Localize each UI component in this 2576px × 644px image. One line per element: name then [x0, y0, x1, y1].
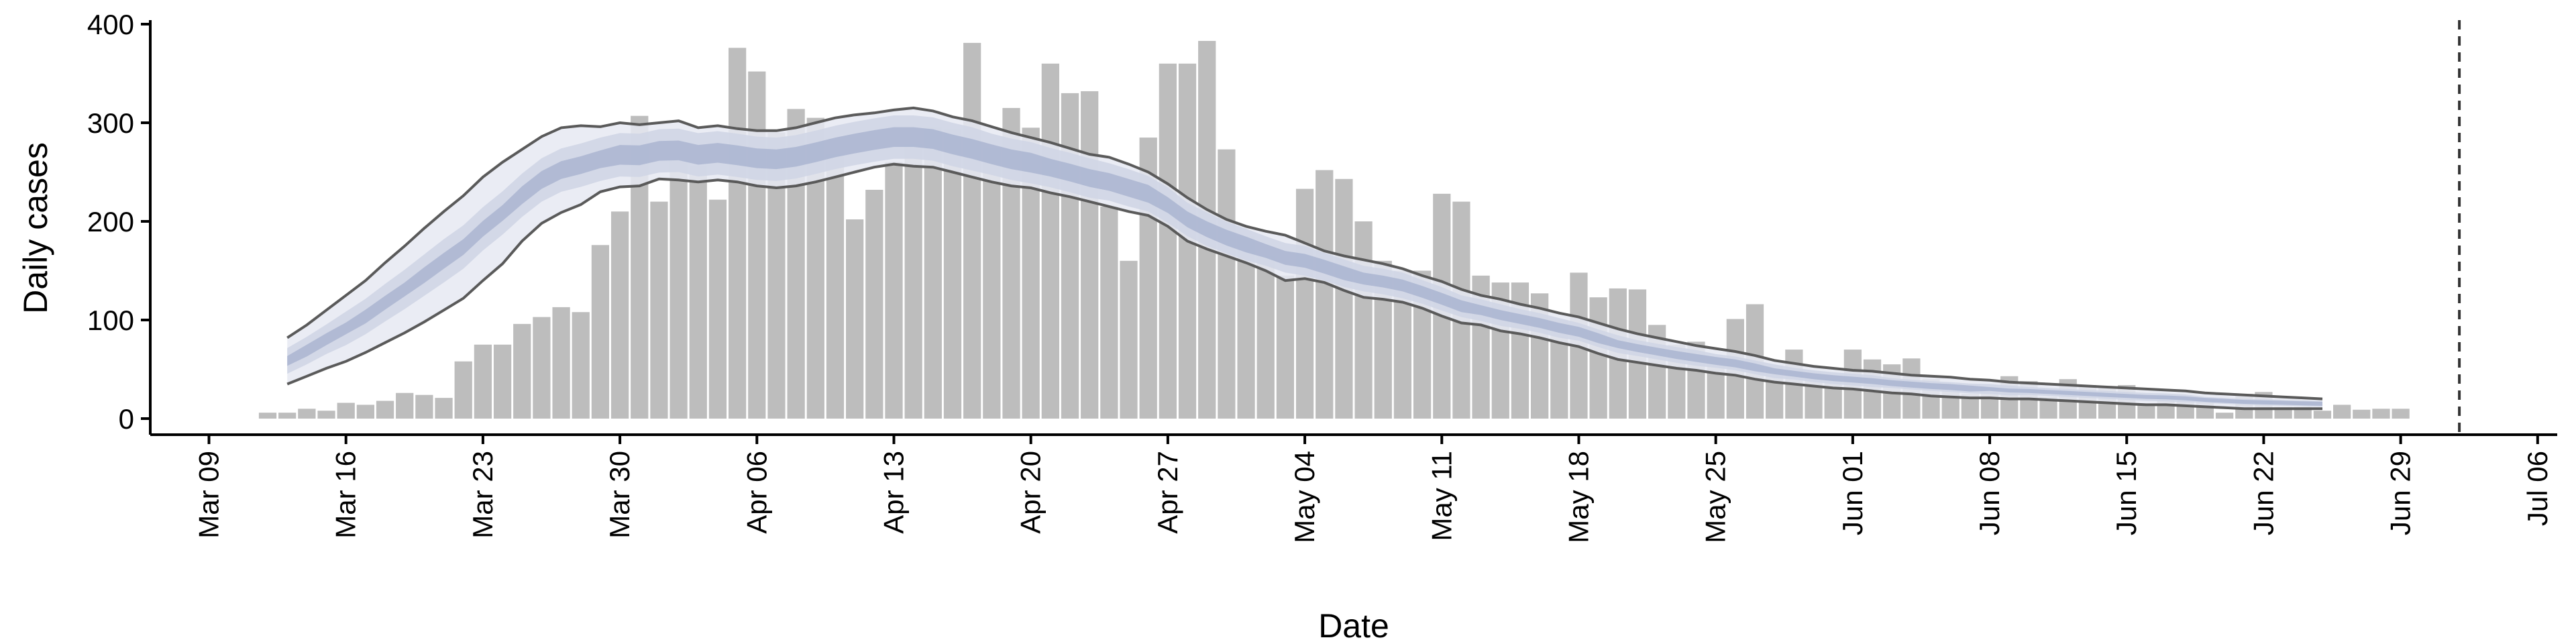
x-tick-label: Jul 06	[2522, 451, 2553, 526]
y-tick-label: 300	[87, 107, 134, 139]
x-tick-label: Apr 06	[741, 451, 772, 534]
upper-bound-line	[286, 106, 2323, 400]
bar	[708, 199, 727, 419]
bar	[1120, 260, 1138, 419]
bar	[1081, 91, 1099, 419]
bar	[356, 405, 374, 419]
bar-series	[258, 40, 2410, 419]
bar	[1100, 206, 1118, 419]
bar	[610, 211, 629, 419]
estimate-bands	[287, 107, 2323, 409]
bar	[258, 413, 277, 419]
y-tick-label: 200	[87, 206, 134, 237]
bar	[278, 413, 297, 419]
bar	[1041, 63, 1059, 419]
x-tick-label: May 25	[1700, 451, 1731, 543]
bar	[474, 344, 492, 419]
x-tick-label: Apr 27	[1152, 451, 1183, 534]
bar	[493, 344, 512, 419]
x-axis-title: Date	[1318, 607, 1389, 644]
bar	[924, 127, 942, 419]
x-tick-label: Jun 22	[2247, 451, 2279, 535]
y-tick-label: 100	[87, 305, 134, 336]
bar	[2333, 405, 2351, 419]
bar	[2392, 409, 2410, 419]
bar	[1061, 93, 1079, 419]
bar	[689, 166, 707, 419]
bar	[748, 71, 766, 419]
bar	[1276, 275, 1295, 419]
x-tick-label: Mar 16	[330, 451, 362, 539]
y-tick-label: 0	[119, 403, 134, 435]
bar	[983, 147, 1001, 419]
x-tick-label: Jun 29	[2385, 451, 2416, 535]
x-tick-label: Mar 09	[193, 451, 225, 539]
bar	[396, 392, 414, 419]
bar	[298, 409, 316, 419]
lower-bound-line	[286, 162, 2322, 411]
bar	[1354, 221, 1373, 419]
bar	[846, 219, 864, 419]
bar	[317, 411, 335, 419]
bar	[943, 129, 962, 419]
x-tick-label: Mar 23	[467, 451, 498, 539]
x-tick-label: May 04	[1289, 451, 1320, 543]
x-tick-label: Mar 30	[604, 451, 635, 539]
x-tick-label: Jun 08	[1974, 451, 2005, 535]
x-tick-label: May 11	[1426, 451, 1457, 541]
bar	[2372, 409, 2390, 419]
bar	[904, 144, 922, 419]
bar	[533, 317, 551, 419]
bar	[729, 48, 747, 419]
bar	[650, 201, 668, 419]
bar	[2137, 403, 2155, 419]
estimate-bound-lines	[286, 106, 2323, 411]
bar	[337, 402, 355, 419]
bar	[669, 160, 688, 419]
bar	[865, 189, 883, 419]
x-tick-label: Apr 13	[878, 451, 910, 534]
bar	[1335, 178, 1353, 419]
bar	[1295, 189, 1314, 419]
inner-interval-band	[287, 127, 2323, 406]
bar	[885, 162, 903, 419]
bar	[1256, 256, 1275, 419]
bar	[2353, 409, 2371, 419]
x-tick-label: Jun 15	[2110, 451, 2142, 535]
bar	[963, 42, 981, 419]
x-tick-label: Jun 01	[1837, 451, 1868, 535]
bar	[513, 323, 531, 419]
axes	[149, 20, 2557, 436]
tick-labels: 0 100 200 300 400 Mar 09 Mar 16 Mar 23 Mar 30 Apr…	[87, 9, 2553, 543]
y-axis-title: Daily cases	[17, 142, 54, 314]
x-tick-label: Apr 20	[1015, 451, 1046, 534]
bar	[1218, 149, 1236, 419]
bar	[2313, 411, 2332, 419]
bar	[826, 154, 845, 419]
bar	[591, 245, 610, 419]
bar	[2215, 413, 2234, 419]
bar	[1316, 170, 1334, 419]
bar	[552, 307, 570, 419]
bar	[376, 400, 394, 419]
bar	[1159, 63, 1177, 419]
x-tick-label: May 18	[1563, 451, 1595, 543]
y-tick-label: 400	[87, 9, 134, 40]
bar	[454, 361, 472, 419]
bar	[572, 312, 590, 419]
bar	[415, 394, 433, 419]
bar	[435, 398, 453, 419]
bar	[1589, 297, 1607, 419]
